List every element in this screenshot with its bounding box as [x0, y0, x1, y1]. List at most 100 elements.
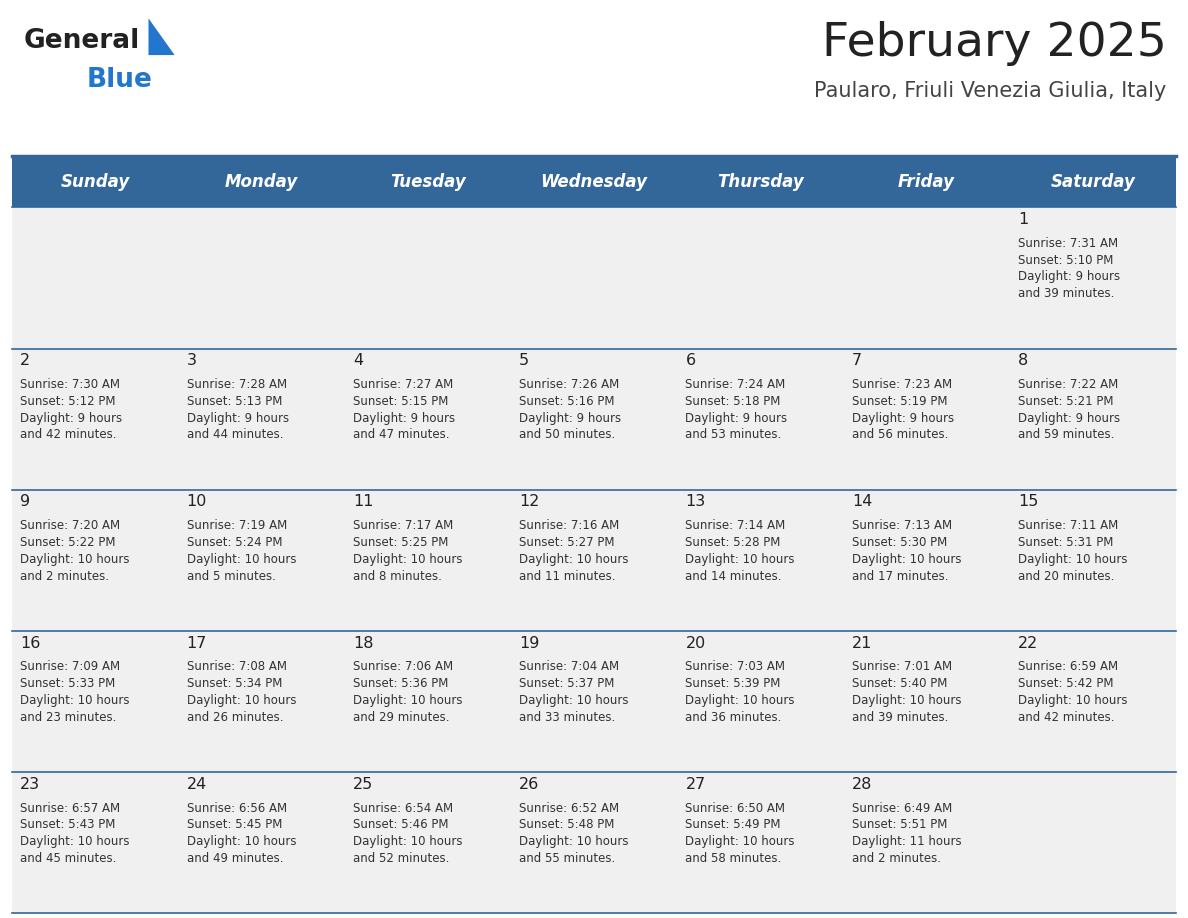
- Text: Thursday: Thursday: [716, 173, 804, 191]
- Bar: [178, 631, 345, 772]
- Text: 11: 11: [353, 495, 373, 509]
- Text: Sunrise: 7:20 AM
Sunset: 5:22 PM
Daylight: 10 hours
and 2 minutes.: Sunrise: 7:20 AM Sunset: 5:22 PM Dayligh…: [20, 520, 129, 583]
- Bar: [677, 349, 843, 490]
- Text: 8: 8: [1018, 353, 1029, 368]
- Text: Sunrise: 7:31 AM
Sunset: 5:10 PM
Daylight: 9 hours
and 39 minutes.: Sunrise: 7:31 AM Sunset: 5:10 PM Dayligh…: [1018, 237, 1120, 300]
- Bar: [345, 349, 511, 490]
- Bar: [1010, 772, 1176, 913]
- Text: Sunrise: 7:11 AM
Sunset: 5:31 PM
Daylight: 10 hours
and 20 minutes.: Sunrise: 7:11 AM Sunset: 5:31 PM Dayligh…: [1018, 520, 1127, 583]
- Text: 1: 1: [1018, 212, 1029, 227]
- Text: 13: 13: [685, 495, 706, 509]
- Bar: [345, 631, 511, 772]
- Text: Sunrise: 7:06 AM
Sunset: 5:36 PM
Daylight: 10 hours
and 29 minutes.: Sunrise: 7:06 AM Sunset: 5:36 PM Dayligh…: [353, 660, 462, 723]
- Text: Sunrise: 7:14 AM
Sunset: 5:28 PM
Daylight: 10 hours
and 14 minutes.: Sunrise: 7:14 AM Sunset: 5:28 PM Dayligh…: [685, 520, 795, 583]
- Text: 17: 17: [187, 635, 207, 651]
- Bar: [843, 207, 1010, 349]
- Text: 4: 4: [353, 353, 364, 368]
- Bar: [677, 772, 843, 913]
- Text: Friday: Friday: [898, 173, 955, 191]
- Bar: [12, 631, 178, 772]
- Bar: [511, 349, 677, 490]
- Text: Sunrise: 7:04 AM
Sunset: 5:37 PM
Daylight: 10 hours
and 33 minutes.: Sunrise: 7:04 AM Sunset: 5:37 PM Dayligh…: [519, 660, 628, 723]
- Text: Sunrise: 7:01 AM
Sunset: 5:40 PM
Daylight: 10 hours
and 39 minutes.: Sunrise: 7:01 AM Sunset: 5:40 PM Dayligh…: [852, 660, 961, 723]
- Bar: [345, 490, 511, 631]
- Text: 9: 9: [20, 495, 31, 509]
- Text: 15: 15: [1018, 495, 1038, 509]
- Text: 25: 25: [353, 777, 373, 792]
- Bar: [843, 349, 1010, 490]
- Text: 6: 6: [685, 353, 696, 368]
- Text: 12: 12: [519, 495, 539, 509]
- Bar: [1010, 631, 1176, 772]
- Text: Sunrise: 7:03 AM
Sunset: 5:39 PM
Daylight: 10 hours
and 36 minutes.: Sunrise: 7:03 AM Sunset: 5:39 PM Dayligh…: [685, 660, 795, 723]
- Bar: [345, 772, 511, 913]
- Bar: [511, 772, 677, 913]
- Bar: [677, 207, 843, 349]
- Bar: [12, 156, 178, 207]
- Bar: [843, 490, 1010, 631]
- Text: 24: 24: [187, 777, 207, 792]
- Text: Sunrise: 6:50 AM
Sunset: 5:49 PM
Daylight: 10 hours
and 58 minutes.: Sunrise: 6:50 AM Sunset: 5:49 PM Dayligh…: [685, 801, 795, 865]
- Text: Wednesday: Wednesday: [541, 173, 647, 191]
- Bar: [178, 207, 345, 349]
- Bar: [1010, 349, 1176, 490]
- Bar: [12, 349, 178, 490]
- Text: Blue: Blue: [87, 67, 152, 93]
- Text: Sunrise: 7:09 AM
Sunset: 5:33 PM
Daylight: 10 hours
and 23 minutes.: Sunrise: 7:09 AM Sunset: 5:33 PM Dayligh…: [20, 660, 129, 723]
- Text: 23: 23: [20, 777, 40, 792]
- Bar: [511, 156, 677, 207]
- Bar: [178, 156, 345, 207]
- Bar: [511, 631, 677, 772]
- Text: Sunrise: 7:17 AM
Sunset: 5:25 PM
Daylight: 10 hours
and 8 minutes.: Sunrise: 7:17 AM Sunset: 5:25 PM Dayligh…: [353, 520, 462, 583]
- Text: Sunrise: 6:49 AM
Sunset: 5:51 PM
Daylight: 11 hours
and 2 minutes.: Sunrise: 6:49 AM Sunset: 5:51 PM Dayligh…: [852, 801, 961, 865]
- Bar: [178, 349, 345, 490]
- Polygon shape: [148, 18, 175, 55]
- Text: Sunrise: 7:23 AM
Sunset: 5:19 PM
Daylight: 9 hours
and 56 minutes.: Sunrise: 7:23 AM Sunset: 5:19 PM Dayligh…: [852, 378, 954, 442]
- Text: Paularo, Friuli Venezia Giulia, Italy: Paularo, Friuli Venezia Giulia, Italy: [814, 81, 1167, 101]
- Text: Sunrise: 6:56 AM
Sunset: 5:45 PM
Daylight: 10 hours
and 49 minutes.: Sunrise: 6:56 AM Sunset: 5:45 PM Dayligh…: [187, 801, 296, 865]
- Text: 3: 3: [187, 353, 196, 368]
- Text: Sunrise: 6:52 AM
Sunset: 5:48 PM
Daylight: 10 hours
and 55 minutes.: Sunrise: 6:52 AM Sunset: 5:48 PM Dayligh…: [519, 801, 628, 865]
- Text: Sunrise: 6:54 AM
Sunset: 5:46 PM
Daylight: 10 hours
and 52 minutes.: Sunrise: 6:54 AM Sunset: 5:46 PM Dayligh…: [353, 801, 462, 865]
- Bar: [843, 631, 1010, 772]
- Bar: [843, 156, 1010, 207]
- Bar: [178, 772, 345, 913]
- Text: Sunrise: 7:30 AM
Sunset: 5:12 PM
Daylight: 9 hours
and 42 minutes.: Sunrise: 7:30 AM Sunset: 5:12 PM Dayligh…: [20, 378, 122, 442]
- Text: 22: 22: [1018, 635, 1038, 651]
- Text: 19: 19: [519, 635, 539, 651]
- Text: Sunrise: 6:59 AM
Sunset: 5:42 PM
Daylight: 10 hours
and 42 minutes.: Sunrise: 6:59 AM Sunset: 5:42 PM Dayligh…: [1018, 660, 1127, 723]
- Bar: [178, 490, 345, 631]
- Text: Sunrise: 7:19 AM
Sunset: 5:24 PM
Daylight: 10 hours
and 5 minutes.: Sunrise: 7:19 AM Sunset: 5:24 PM Dayligh…: [187, 520, 296, 583]
- Text: 5: 5: [519, 353, 530, 368]
- Bar: [677, 490, 843, 631]
- Text: Sunrise: 7:22 AM
Sunset: 5:21 PM
Daylight: 9 hours
and 59 minutes.: Sunrise: 7:22 AM Sunset: 5:21 PM Dayligh…: [1018, 378, 1120, 442]
- Text: Sunrise: 7:08 AM
Sunset: 5:34 PM
Daylight: 10 hours
and 26 minutes.: Sunrise: 7:08 AM Sunset: 5:34 PM Dayligh…: [187, 660, 296, 723]
- Text: Sunrise: 6:57 AM
Sunset: 5:43 PM
Daylight: 10 hours
and 45 minutes.: Sunrise: 6:57 AM Sunset: 5:43 PM Dayligh…: [20, 801, 129, 865]
- Text: 21: 21: [852, 635, 872, 651]
- Bar: [1010, 490, 1176, 631]
- Text: Saturday: Saturday: [1050, 173, 1136, 191]
- Bar: [1010, 156, 1176, 207]
- Text: Sunrise: 7:24 AM
Sunset: 5:18 PM
Daylight: 9 hours
and 53 minutes.: Sunrise: 7:24 AM Sunset: 5:18 PM Dayligh…: [685, 378, 788, 442]
- Text: 18: 18: [353, 635, 373, 651]
- Text: Sunrise: 7:27 AM
Sunset: 5:15 PM
Daylight: 9 hours
and 47 minutes.: Sunrise: 7:27 AM Sunset: 5:15 PM Dayligh…: [353, 378, 455, 442]
- Text: Sunrise: 7:26 AM
Sunset: 5:16 PM
Daylight: 9 hours
and 50 minutes.: Sunrise: 7:26 AM Sunset: 5:16 PM Dayligh…: [519, 378, 621, 442]
- Bar: [345, 156, 511, 207]
- Text: 14: 14: [852, 495, 872, 509]
- Bar: [345, 207, 511, 349]
- Text: 16: 16: [20, 635, 40, 651]
- Bar: [511, 207, 677, 349]
- Text: February 2025: February 2025: [822, 21, 1167, 66]
- Bar: [843, 772, 1010, 913]
- Text: 26: 26: [519, 777, 539, 792]
- Bar: [1010, 207, 1176, 349]
- Text: 7: 7: [852, 353, 862, 368]
- Bar: [12, 207, 178, 349]
- Text: Monday: Monday: [225, 173, 298, 191]
- Text: 2: 2: [20, 353, 31, 368]
- Text: 20: 20: [685, 635, 706, 651]
- Text: 27: 27: [685, 777, 706, 792]
- Text: General: General: [24, 28, 140, 53]
- Text: 10: 10: [187, 495, 207, 509]
- Bar: [12, 490, 178, 631]
